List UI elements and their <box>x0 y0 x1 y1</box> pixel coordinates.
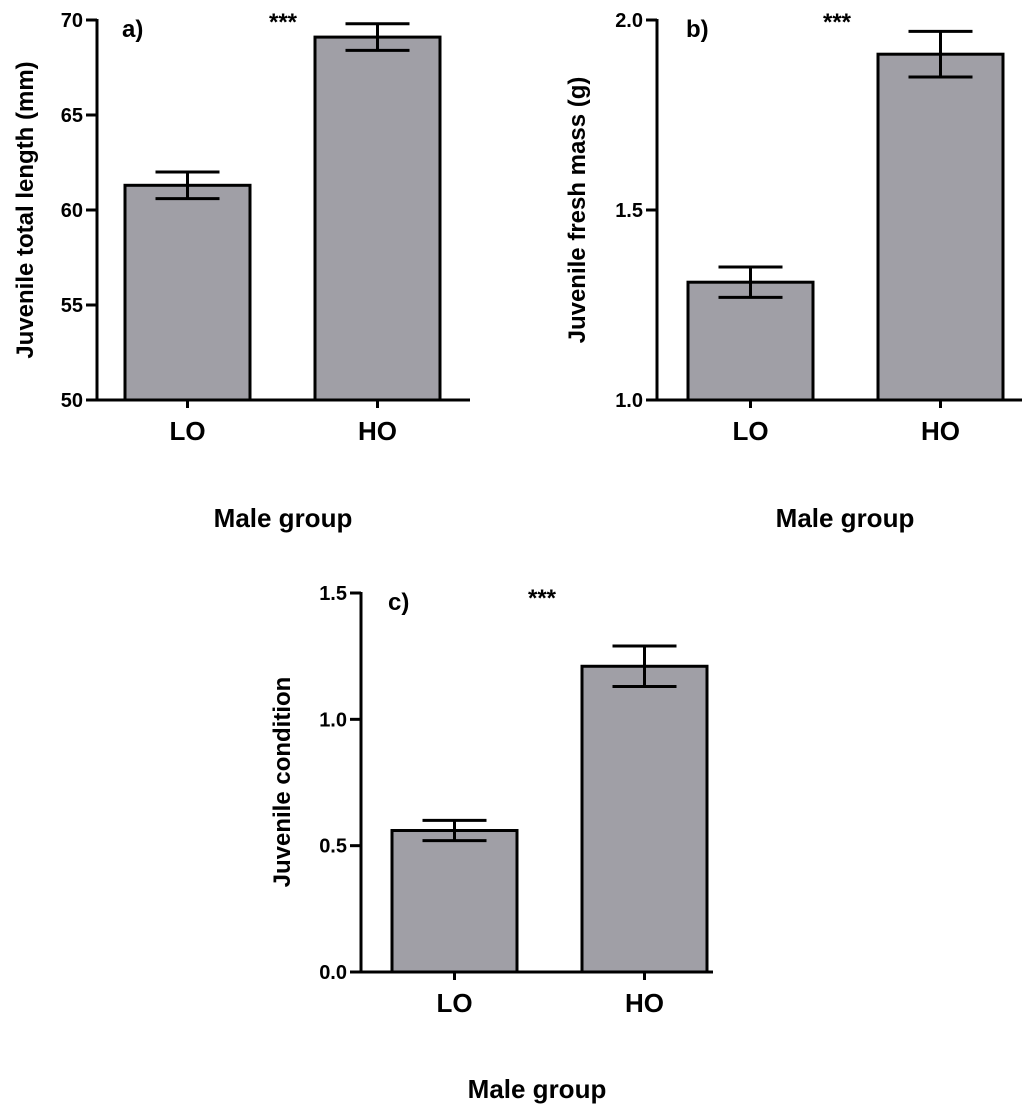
bar-lo <box>686 280 815 402</box>
y-tick-label: 50 <box>61 390 83 412</box>
y-tick-label: 1.0 <box>319 709 347 731</box>
chart-panel-3: LO HO 0.0 0.5 1.0 1.5 Male group Juvenile condi… <box>269 583 713 1104</box>
x-tick-label-ho: HO <box>625 988 664 1018</box>
y-tick-label: 1.5 <box>319 583 347 605</box>
y-axis-title: Juvenile fresh mass (g) <box>564 77 591 344</box>
x-tick-label-lo: LO <box>169 416 205 446</box>
bar-lo <box>390 829 519 974</box>
chart-panel-1: LO HO 50 55 60 65 70 Male group Juvenile total l… <box>12 9 470 533</box>
y-tick-label: 1.5 <box>615 200 643 222</box>
x-tick-label-ho: HO <box>921 416 960 446</box>
x-tick-label-ho: HO <box>358 416 397 446</box>
significance-marker: *** <box>528 585 557 612</box>
significance-marker: *** <box>823 9 852 36</box>
y-axis-title: Juvenile total length (mm) <box>12 61 39 358</box>
panel-label: b) <box>686 16 709 43</box>
bar-ho <box>876 52 1005 402</box>
x-axis-title: Male group <box>776 503 915 533</box>
bar-ho <box>313 35 442 402</box>
chart-panel-2: LO HO 1.0 1.5 2.0 Male group Juvenile fresh ma… <box>564 9 1022 533</box>
y-tick-label: 0.0 <box>319 962 347 984</box>
x-axis-title: Male group <box>214 503 353 533</box>
y-tick-label: 2.0 <box>615 10 643 32</box>
y-tick-label: 0.5 <box>319 836 347 858</box>
y-tick-label: 65 <box>61 105 83 127</box>
y-tick-label: 1.0 <box>615 390 643 412</box>
y-tick-label: 60 <box>61 200 83 222</box>
x-tick-label-lo: LO <box>436 988 472 1018</box>
bar-lo <box>123 183 252 402</box>
x-axis-title: Male group <box>468 1074 607 1104</box>
x-tick-label-lo: LO <box>732 416 768 446</box>
significance-marker: *** <box>269 9 298 36</box>
y-tick-label: 55 <box>61 295 83 317</box>
panel-label: a) <box>122 16 143 43</box>
bar-ho <box>580 664 709 974</box>
y-tick-label: 70 <box>61 10 83 32</box>
panel-label: c) <box>388 589 409 616</box>
y-axis-title: Juvenile condition <box>269 677 296 888</box>
